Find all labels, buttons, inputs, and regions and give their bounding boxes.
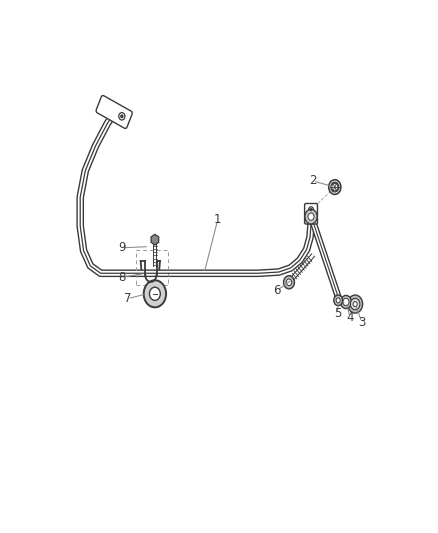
Circle shape: [328, 180, 341, 195]
Text: 6: 6: [273, 284, 281, 297]
Bar: [136, 250, 169, 285]
Circle shape: [286, 279, 292, 286]
Circle shape: [283, 276, 294, 289]
Circle shape: [331, 182, 339, 192]
Circle shape: [334, 295, 343, 306]
Circle shape: [305, 209, 317, 224]
Circle shape: [309, 207, 314, 213]
FancyBboxPatch shape: [304, 204, 318, 224]
Circle shape: [332, 183, 338, 191]
Circle shape: [353, 302, 357, 306]
Circle shape: [121, 115, 123, 118]
Text: 1: 1: [214, 213, 222, 227]
Text: 5: 5: [334, 306, 341, 320]
Circle shape: [119, 112, 125, 120]
Circle shape: [348, 295, 363, 313]
Text: 3: 3: [358, 316, 366, 329]
Text: 4: 4: [346, 311, 354, 324]
Text: 7: 7: [124, 292, 131, 305]
Circle shape: [144, 280, 166, 308]
FancyBboxPatch shape: [96, 95, 132, 128]
Circle shape: [336, 298, 340, 303]
Circle shape: [311, 209, 312, 211]
Circle shape: [341, 295, 351, 309]
Circle shape: [343, 298, 349, 306]
Circle shape: [350, 298, 360, 310]
Text: 8: 8: [118, 271, 126, 284]
Text: 9: 9: [118, 241, 126, 254]
Text: 2: 2: [309, 174, 317, 188]
Circle shape: [149, 287, 160, 301]
Circle shape: [308, 213, 314, 220]
